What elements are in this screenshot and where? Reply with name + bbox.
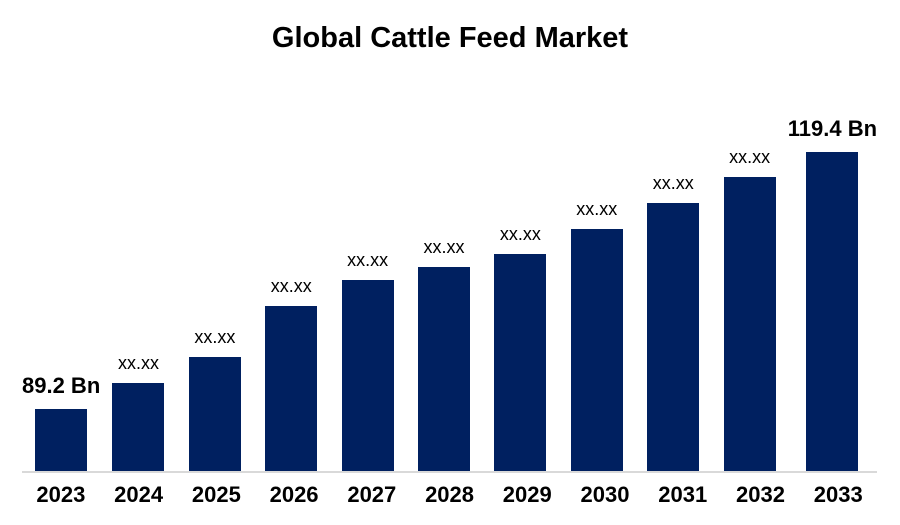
bar-2026 [265,306,318,471]
bar-column-2033: 119.4 Bn [788,0,877,471]
x-tick-label-2030: 2030 [580,482,630,507]
x-tick-label-2028: 2028 [425,482,475,507]
bar-2028 [418,267,471,471]
bar-2029 [494,254,547,471]
x-tick-label-2027: 2027 [347,482,397,507]
bar-column-2030: xx.xx [559,0,635,471]
bar-column-2026: xx.xx [253,0,329,471]
bar-column-2027: xx.xx [329,0,405,471]
x-axis-labels: 2023 2024 2025 2026 2027 2028 2029 2030 2031 2032… [22,482,877,508]
value-label-2025: xx.xx [194,327,236,348]
x-tick-label-2032: 2032 [736,482,785,507]
x-axis-line [22,471,877,473]
value-label-2024: xx.xx [117,353,159,374]
value-label-2028: xx.xx [423,237,465,258]
value-label-2023: 89.2 Bn [22,372,101,398]
bar-2024 [112,383,165,471]
bars-row: 89.2 Bn xx.xx xx.xx xx.xx xx.xx xx.xx xx.xx xx.… [22,0,877,471]
bar-2027 [341,280,394,471]
x-tick-label-2026: 2026 [269,482,319,507]
bar-2023 [35,409,88,471]
value-label-2030: xx.xx [576,199,618,220]
x-tick-label-2029: 2029 [502,482,552,507]
plot-area: 89.2 Bn xx.xx xx.xx xx.xx xx.xx xx.xx xx.xx xx.… [22,0,877,525]
value-label-2027: xx.xx [347,250,389,271]
bar-2032 [723,177,776,471]
x-tick-label-2031: 2031 [658,482,708,507]
chart-title: Global Cattle Feed Market [271,22,629,54]
bar-column-2029: xx.xx [482,0,558,471]
value-label-2026: xx.xx [270,276,312,297]
bar-2031 [647,203,700,471]
x-tick-label-2024: 2024 [114,482,164,507]
x-tick-label-2033: 2033 [813,482,863,507]
bar-column-2032: xx.xx [711,0,787,471]
value-label-2031: xx.xx [652,173,694,194]
value-label-2032: xx.xx [729,147,771,168]
bar-2033 [806,152,859,471]
value-label-2033: 119.4 Bn [787,115,878,141]
bar-column-2028: xx.xx [406,0,482,471]
bar-column-2025: xx.xx [177,0,253,471]
bar-column-2024: xx.xx [100,0,176,471]
bar-2030 [570,229,623,471]
x-tick-label-2023: 2023 [36,482,86,507]
bar-column-2023: 89.2 Bn [22,0,100,471]
value-label-2029: xx.xx [499,224,541,245]
bar-2025 [188,357,241,471]
x-tick-label-2025: 2025 [191,482,241,507]
bar-column-2031: xx.xx [635,0,711,471]
